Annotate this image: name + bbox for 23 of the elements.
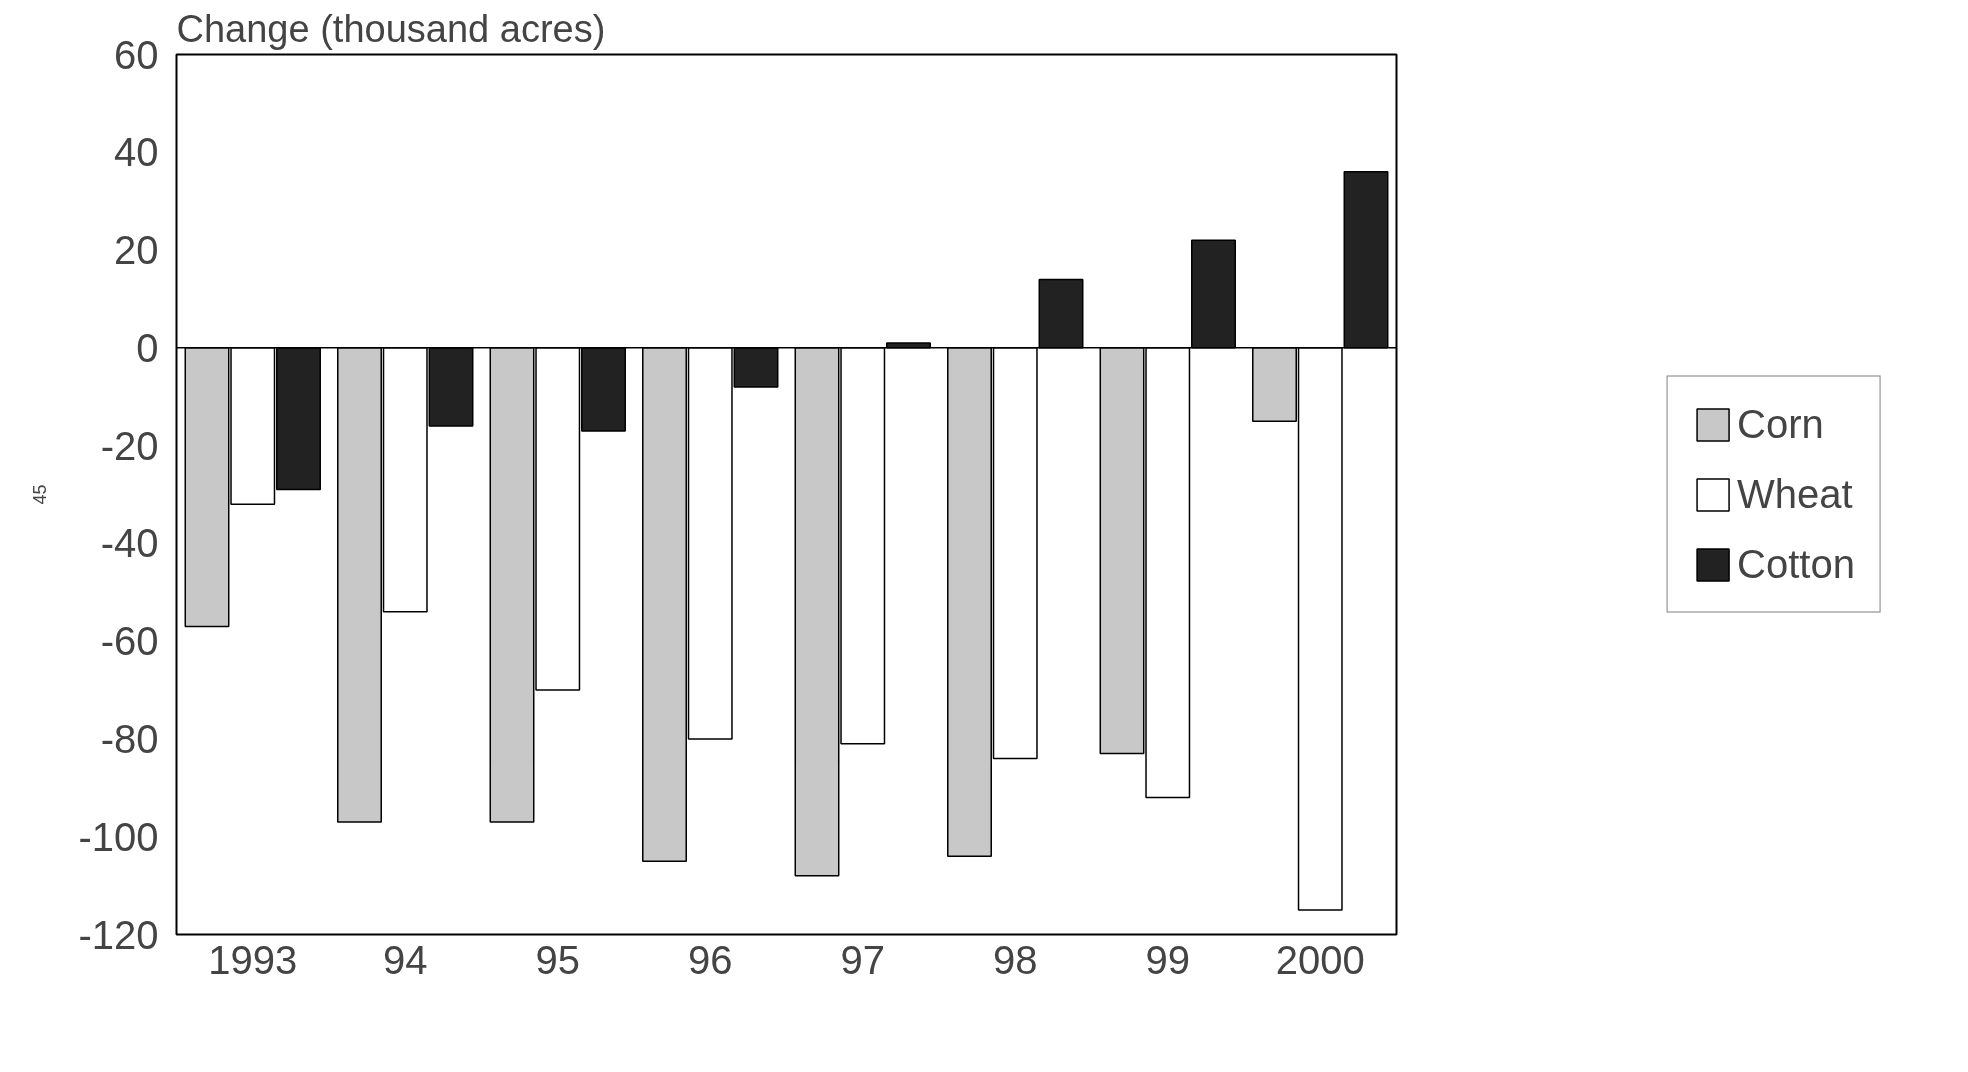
y-tick-label: 40 [114,130,159,175]
x-tick-label: 96 [688,937,733,982]
y-tick-label: 60 [114,32,159,77]
y-tick-label: -80 [100,716,159,761]
x-tick-label: 98 [993,937,1038,982]
y-axis-title: Change (thousand acres) [176,7,606,50]
text: 45 [29,484,50,505]
legend-label: Cotton [1737,541,1855,587]
x-tick-label: 1993 [208,937,298,982]
y-tick-label: 20 [114,228,159,273]
x-tick-label: 99 [1145,937,1190,982]
y-tick-label: -60 [100,619,159,664]
x-tick-label: 95 [535,937,580,982]
x-tick-label: 97 [840,937,885,982]
x-tick-label: 94 [383,937,428,982]
x-tick-label: 2000 [1275,937,1365,982]
legend-label: Wheat [1737,471,1853,517]
y-tick-label: 0 [136,325,159,370]
y-tick-label: -20 [100,423,159,468]
legend-label: Corn [1737,401,1824,447]
y-tick-label: -40 [100,521,159,566]
y-tick-label: -120 [78,912,159,957]
y-tick-label: -100 [78,814,159,859]
